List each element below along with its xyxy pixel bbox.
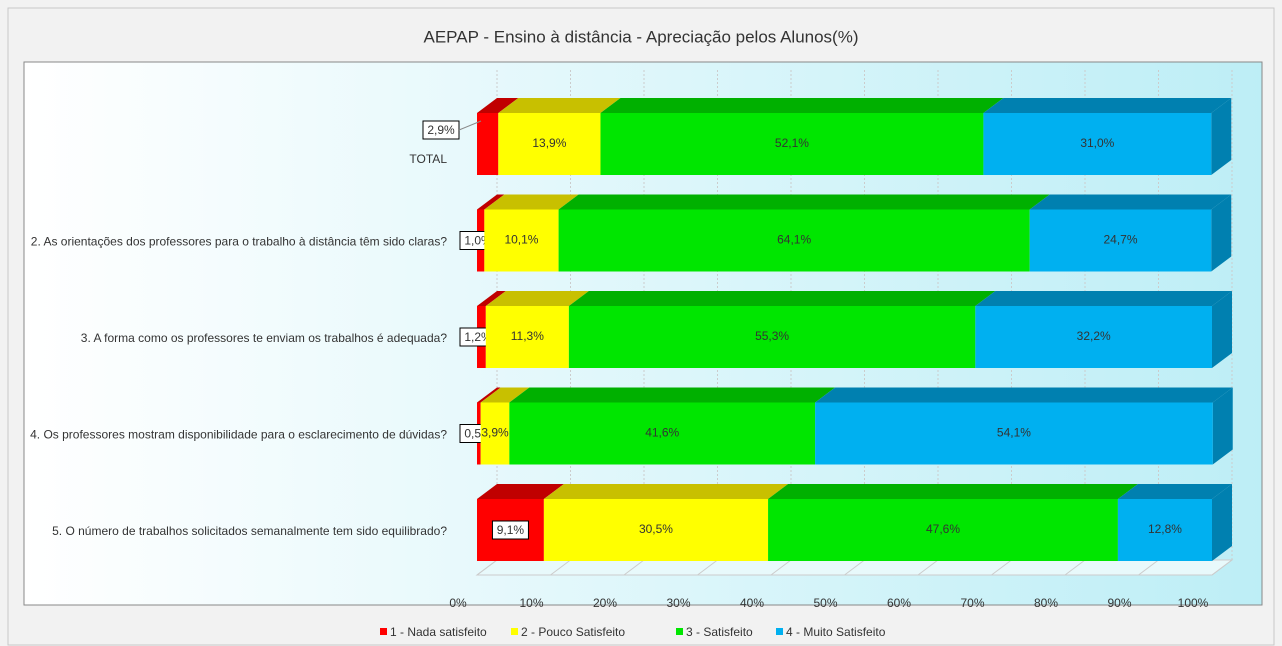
bar — [480, 402, 510, 465]
bar — [983, 113, 1212, 175]
tick-mark — [697, 559, 718, 576]
bar-top — [477, 387, 501, 403]
bar-top — [477, 484, 564, 499]
tick-mark — [1064, 559, 1086, 576]
bar-top — [983, 98, 1232, 113]
bar — [1117, 499, 1212, 561]
bar — [484, 209, 559, 272]
data-label-box — [491, 520, 529, 540]
legend-swatch — [380, 628, 387, 635]
x-tick-label: 0% — [449, 596, 467, 610]
category-label: 4. Os professores mostram disponibilidad… — [30, 428, 447, 442]
bar-top — [600, 98, 1004, 113]
leader-line — [458, 120, 482, 131]
tick-mark — [476, 559, 498, 576]
bar — [568, 306, 976, 368]
category-label: TOTAL — [409, 152, 447, 166]
tick-mark — [1138, 559, 1159, 576]
bar — [543, 499, 769, 561]
bar-top — [509, 387, 836, 403]
legend-swatch — [511, 628, 518, 635]
x-tick-label: 30% — [666, 596, 690, 610]
category-label: 3. A forma como os professores te enviam… — [81, 331, 448, 345]
data-label: 12,8% — [1148, 522, 1182, 536]
bar-side — [1212, 291, 1232, 368]
bar-top — [477, 291, 506, 306]
bar-top — [498, 98, 621, 113]
bar-side — [1212, 484, 1232, 561]
legend-label: 1 - Nada satisfeito — [390, 625, 487, 639]
legend-label: 2 - Pouco Satisfeito — [521, 625, 625, 639]
bar — [509, 402, 816, 465]
data-label: 32,2% — [1077, 329, 1111, 343]
bar-top — [558, 194, 1050, 210]
bar — [815, 402, 1213, 465]
category-label: 5. O número de trabalhos solicitados sem… — [52, 524, 447, 538]
data-label: 2,9% — [427, 123, 455, 137]
chart-title: AEPAP - Ensino à distância - Apreciação … — [424, 27, 859, 46]
bar — [975, 306, 1212, 368]
bar — [558, 209, 1030, 272]
bar — [498, 113, 601, 175]
bar-side — [1211, 98, 1232, 175]
data-label: 31,0% — [1080, 136, 1114, 150]
bar-top — [484, 194, 579, 210]
tick-mark — [844, 559, 865, 576]
bar-top — [568, 291, 996, 306]
bar-top — [975, 291, 1232, 306]
tick-mark — [770, 559, 792, 576]
x-tick-label: 100% — [1178, 596, 1209, 610]
bar-top — [543, 484, 789, 499]
tick-mark — [1211, 559, 1233, 576]
bar-top — [485, 291, 589, 306]
data-label: 52,1% — [775, 136, 809, 150]
bar-top — [1029, 194, 1232, 210]
x-tick-label: 90% — [1107, 596, 1131, 610]
bar-top — [1117, 484, 1232, 499]
bar-top — [815, 387, 1233, 403]
tick-mark — [991, 559, 1012, 576]
bar — [600, 113, 984, 175]
data-label: 30,5% — [639, 522, 673, 536]
x-tick-label: 60% — [887, 596, 911, 610]
tick-mark — [550, 559, 571, 576]
category-label: 2. As orientações dos professores para o… — [31, 235, 448, 249]
x-tick-label: 20% — [593, 596, 617, 610]
bar — [477, 113, 499, 175]
bar-side — [1212, 387, 1233, 465]
bar-side — [1211, 194, 1232, 272]
x-tick-label: 70% — [960, 596, 984, 610]
bar-top — [477, 194, 505, 210]
x-tick-label: 40% — [740, 596, 764, 610]
x-tick-label: 80% — [1034, 596, 1058, 610]
legend-swatch — [676, 628, 683, 635]
bar-top — [477, 98, 519, 113]
data-label: 11,3% — [511, 329, 544, 343]
tick-mark — [917, 559, 939, 576]
bar — [485, 306, 569, 368]
tick-mark — [623, 559, 645, 576]
data-label: 10,1% — [504, 233, 538, 247]
x-tick-label: 10% — [519, 596, 543, 610]
bar-top — [768, 484, 1138, 499]
x-tick-label: 50% — [813, 596, 837, 610]
bar — [768, 499, 1118, 561]
bar — [1029, 209, 1212, 272]
legend-swatch — [776, 628, 783, 635]
legend-label: 3 - Satisfeito — [686, 625, 753, 639]
bar-top — [480, 387, 530, 403]
legend-label: 4 - Muito Satisfeito — [786, 625, 886, 639]
data-label: 55,3% — [755, 329, 789, 343]
data-label: 24,7% — [1103, 233, 1137, 247]
data-label: 1,2% — [464, 330, 492, 344]
data-label: 9,1% — [497, 523, 525, 537]
data-label: 41,6% — [645, 426, 679, 440]
data-label: 47,6% — [926, 522, 960, 536]
data-label: 13,9% — [532, 136, 566, 150]
data-label: 54,1% — [997, 426, 1031, 440]
data-label: 64,1% — [777, 233, 811, 247]
data-label: 3,9% — [481, 426, 509, 440]
